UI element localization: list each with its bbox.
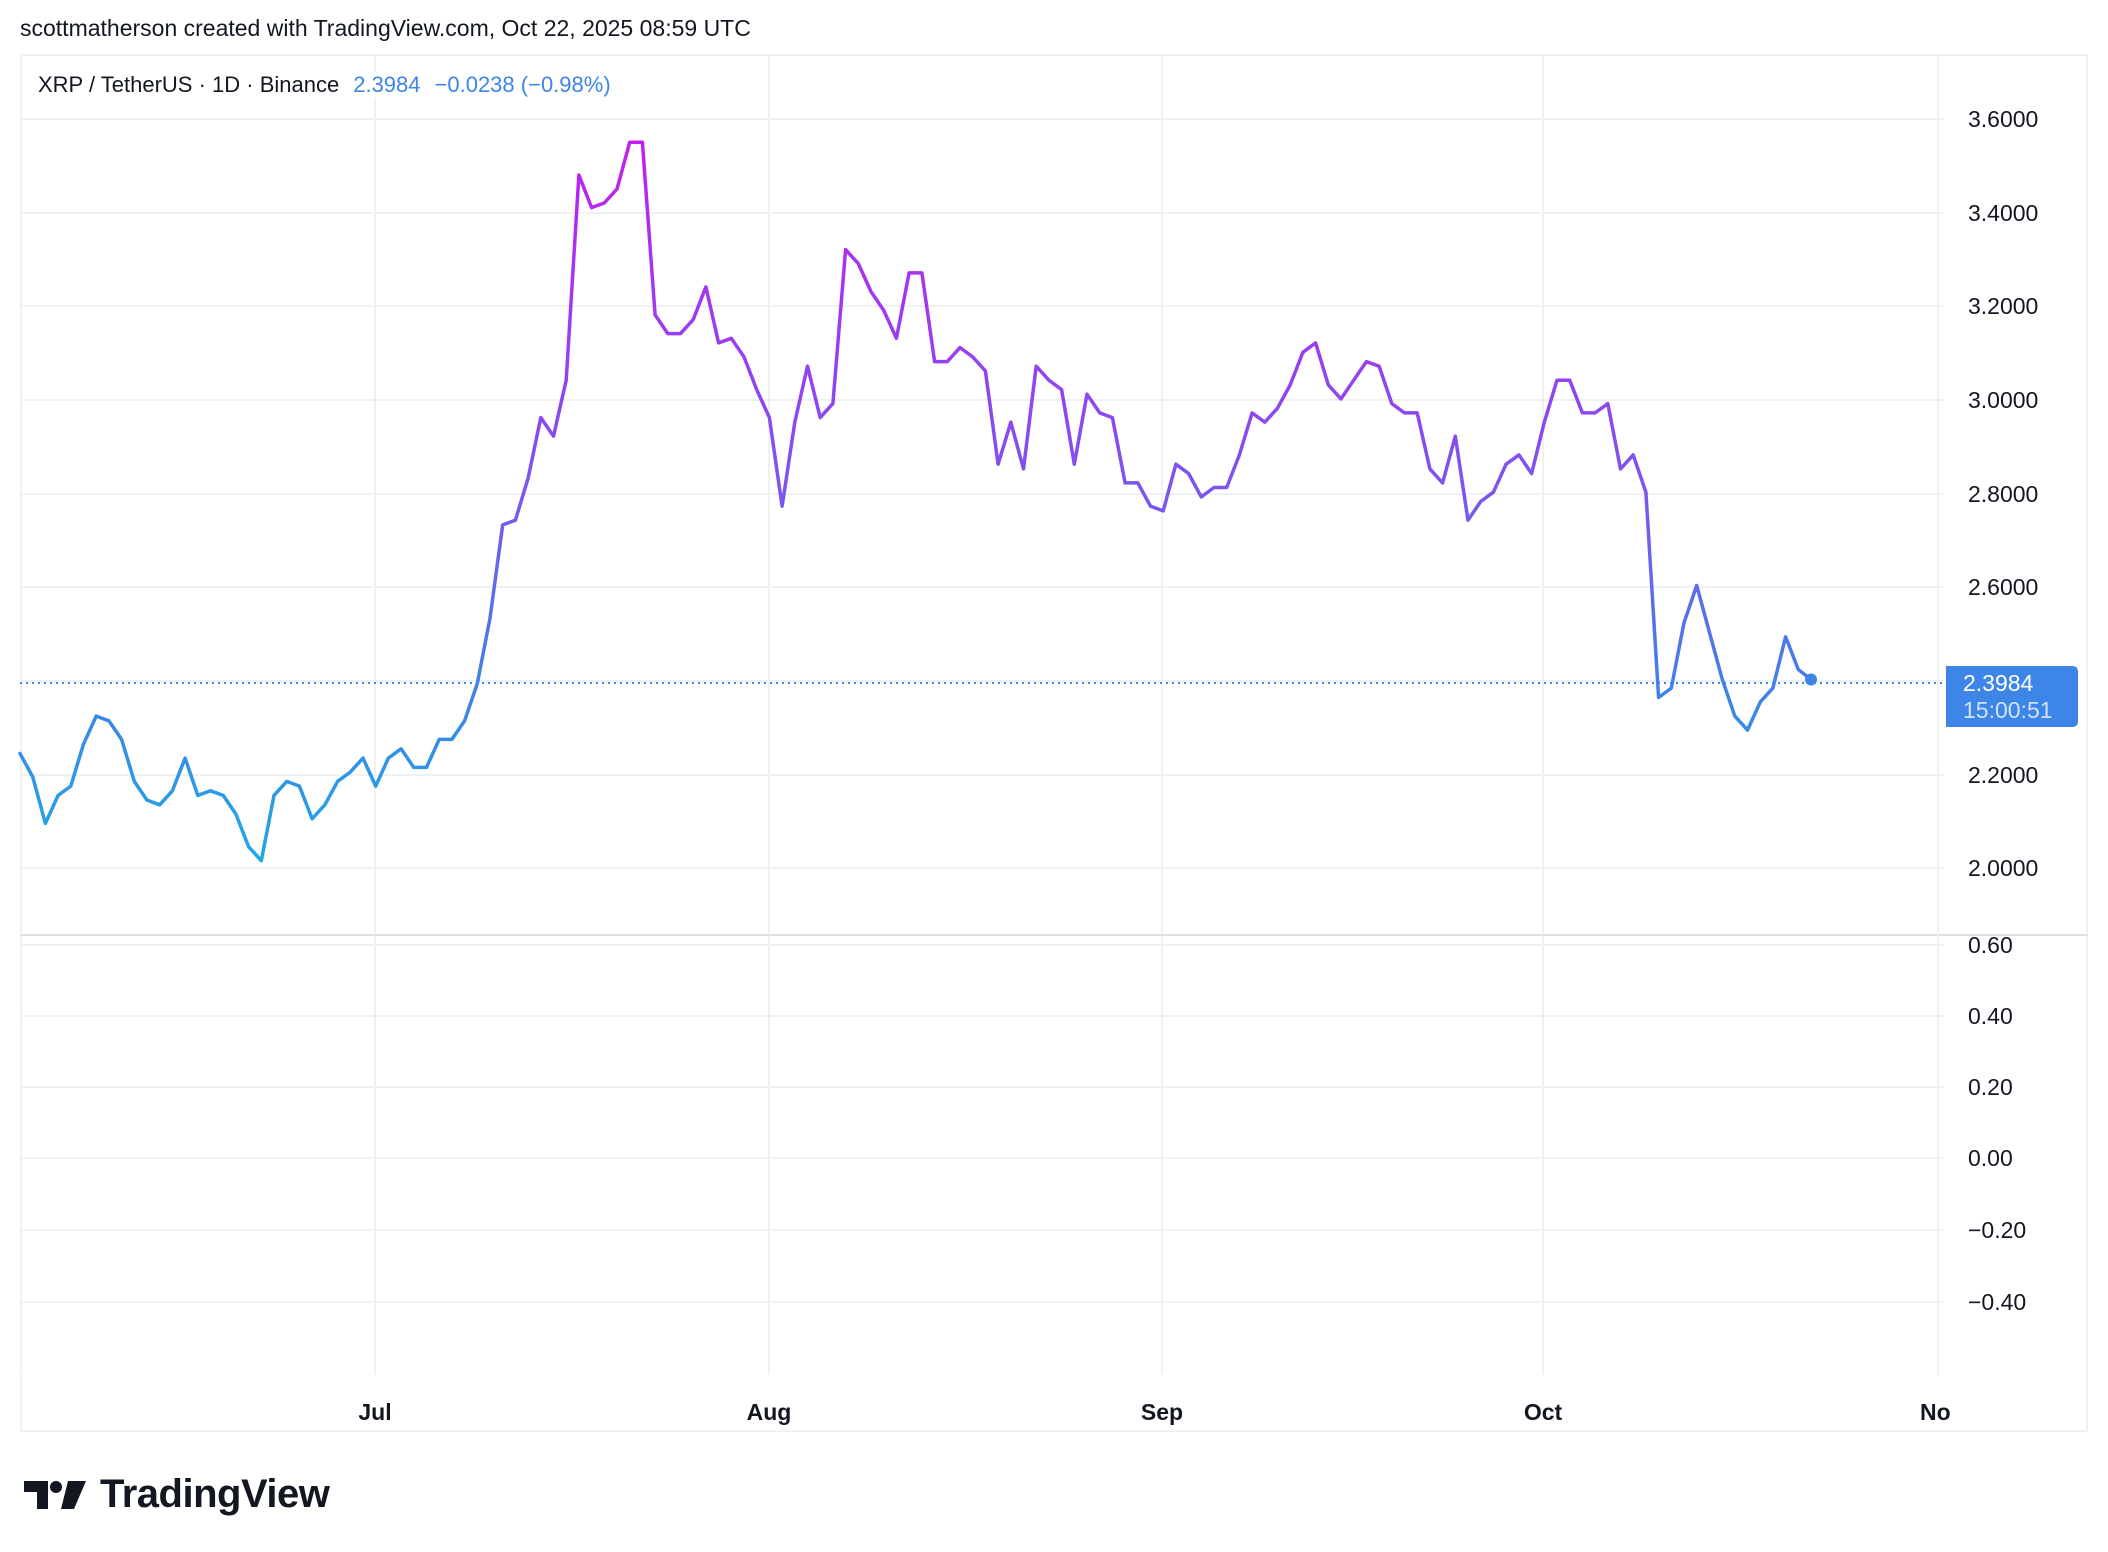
tradingview-logo[interactable]: TradingView [24,1472,330,1517]
lower-pane-tick-label: 0.40 [1968,1003,2013,1029]
price-axis[interactable]: 3.6000 3.4000 3.2000 3.0000 2.8000 2.6000 2.20… [1968,106,2038,881]
price-tick-label: 2.6000 [1968,574,2038,600]
price-tick-label: 3.6000 [1968,106,2038,132]
grid-lines [20,54,1944,1375]
lower-pane-tick-label: 0.60 [1968,932,2013,958]
time-tick-label: Jul [358,1399,391,1425]
bar-countdown: 15:00:51 [1963,697,2053,723]
lower-pane-tick-label: −0.20 [1968,1217,2026,1243]
attribution-text: scottmatherson created with TradingView.… [20,15,751,41]
tradingview-logo-icon [24,1480,86,1509]
last-price-dot [1805,673,1817,686]
time-tick-label: Aug [747,1399,792,1425]
lower-pane-tick-label: 0.20 [1968,1074,2013,1100]
last-price-tag-value: 2.3984 [1963,670,2034,696]
time-tick-label: No [1920,1399,1951,1425]
time-tick-label: Oct [1524,1399,1563,1425]
time-tick-label: Sep [1141,1399,1183,1425]
lower-pane-tick-label: −0.40 [1968,1289,2026,1315]
tradingview-logo-text: TradingView [100,1472,330,1516]
price-tick-label: 3.4000 [1968,200,2038,226]
price-tick-label: 2.2000 [1968,762,2038,788]
time-axis[interactable]: Jul Aug Sep Oct No [358,1399,1950,1425]
price-line-series [18,140,1813,863]
lower-pane-tick-label: 0.00 [1968,1145,2013,1171]
symbol-legend[interactable]: XRP / TetherUS · 1D · Binance 2.3984 −0.… [36,72,613,98]
symbol-title: XRP / TetherUS · 1D · Binance [38,72,340,97]
price-tick-label: 2.0000 [1968,855,2038,881]
last-price-value: 2.3984 [353,72,421,97]
price-tick-label: 3.2000 [1968,293,2038,319]
price-tick-label: 2.8000 [1968,481,2038,507]
price-tick-label: 3.0000 [1968,387,2038,413]
lower-pane-axis[interactable]: 0.60 0.40 0.20 0.00 −0.20 −0.40 [1968,932,2026,1315]
price-change: −0.0238 (−0.98%) [434,72,611,97]
last-price-tag: 2.3984 15:00:51 [1946,666,2078,727]
chart-frame [20,54,2088,1432]
